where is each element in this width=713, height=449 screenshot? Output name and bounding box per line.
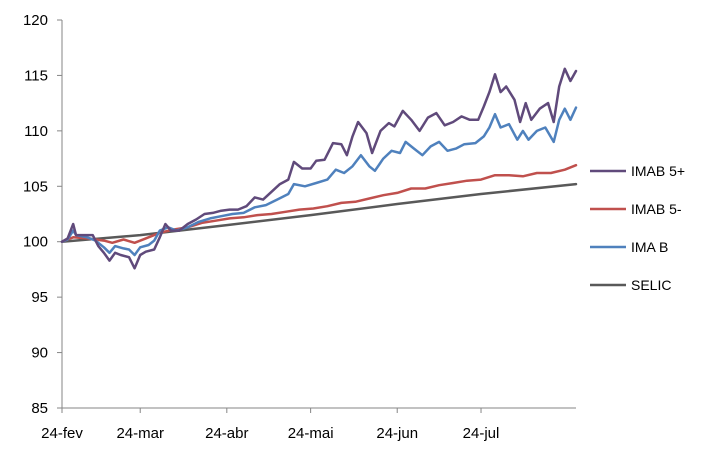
legend-label: SELIC [631, 277, 671, 293]
series-lines [60, 67, 578, 270]
x-tick-label: 24-fev [41, 425, 83, 442]
y-tick-label: 110 [24, 123, 48, 140]
legend-label: IMAB 5- [631, 201, 682, 217]
y-tick-label: 120 [23, 12, 48, 29]
x-tick-label: 24-abr [205, 425, 248, 442]
plot-area: 85 90 95 100 105 110 115 120 24-fev 24-mar 24-abr… [23, 12, 578, 442]
y-tick-label: 115 [24, 67, 48, 84]
y-axis-ticks: 85 90 95 100 105 110 115 120 [23, 12, 62, 417]
x-tick-label: 24-jul [463, 425, 500, 442]
legend-label: IMAB 5+ [631, 163, 685, 179]
series-line-selic [60, 182, 578, 243]
x-tick-label: 24-mar [116, 425, 164, 442]
y-tick-label: 95 [31, 289, 48, 306]
y-tick-label: 100 [23, 234, 48, 251]
legend-label: IMA B [631, 239, 668, 255]
y-tick-label: 85 [31, 400, 48, 417]
x-axis-ticks: 24-fev 24-mar 24-abr 24-mai 24-jun 24-jul [41, 408, 499, 442]
y-tick-label: 90 [31, 345, 48, 362]
legend: IMAB 5+ IMAB 5- IMA B SELIC [590, 163, 685, 293]
x-tick-label: 24-jun [376, 425, 418, 442]
series-line-ima-b [60, 106, 578, 257]
series-line-imab-5 [60, 67, 578, 270]
series-line-imab-5 [60, 163, 578, 245]
y-tick-label: 105 [23, 178, 48, 195]
x-tick-label: 24-mai [288, 425, 334, 442]
